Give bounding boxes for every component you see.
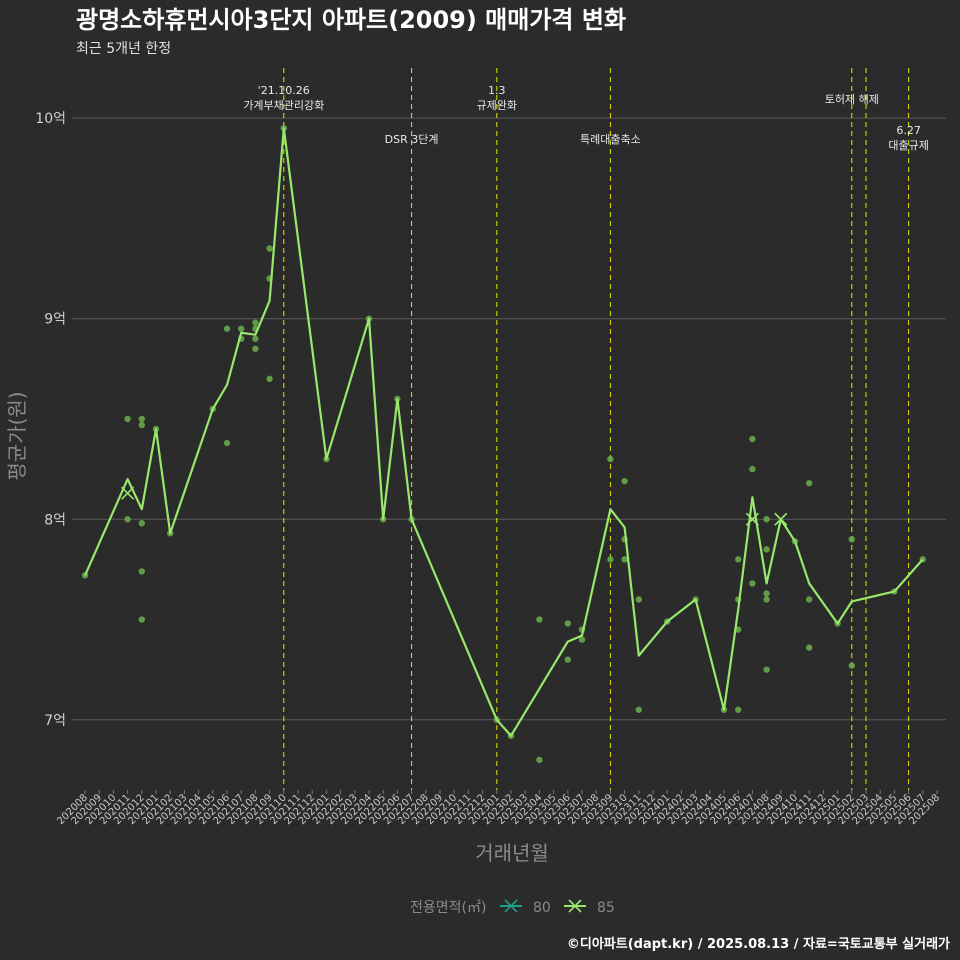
scatter-point <box>763 516 770 523</box>
scatter-point <box>138 616 145 623</box>
x-axis-ticks: 2020082020092020102020112020122021012021… <box>55 790 942 827</box>
y-axis-title: 평균가(원) <box>5 391 29 480</box>
y-tick-label: 9억 <box>44 312 66 328</box>
scatter-point <box>806 596 813 603</box>
cross-stroke <box>568 899 582 913</box>
scatter-point <box>735 556 742 563</box>
event-label: 6.27 <box>896 124 921 137</box>
scatter-point <box>607 556 614 563</box>
scatter-point <box>607 455 614 463</box>
scatter-point <box>138 568 145 575</box>
series-80-marker <box>745 512 759 526</box>
scatter-point <box>578 636 586 643</box>
scatter-point <box>124 415 131 423</box>
legend: 전용면적(㎡) 80 85 <box>410 899 615 916</box>
scatter-point <box>223 439 231 447</box>
scatter-point <box>138 415 145 423</box>
event-label: 가계부채관리강화 <box>243 99 324 112</box>
grid-lines <box>72 117 946 721</box>
scatter-point <box>806 644 813 651</box>
scatter-point <box>266 375 273 383</box>
y-axis-ticks: 7억 8억 9억 10억 <box>35 111 66 729</box>
scatter-point <box>735 706 742 713</box>
cross-stroke <box>774 512 788 526</box>
cross-stroke <box>745 512 759 526</box>
scatter-point <box>252 319 259 326</box>
event-label: 특례대출축소 <box>580 133 641 146</box>
scatter-point <box>749 465 756 473</box>
scatter-point <box>536 756 543 764</box>
scatter-point <box>252 345 259 352</box>
scatter-point <box>749 580 756 587</box>
scatter-point <box>266 245 273 252</box>
scatter-point <box>763 590 770 597</box>
event-label: 대출규제 <box>888 139 928 152</box>
x-axis-title: 거래년월 <box>475 841 549 865</box>
event-label: DSR 3단계 <box>385 133 439 146</box>
source-caption: ©디아파트(dapt.kr) / 2025.08.13 / 자료=국토교통부 실… <box>567 936 950 952</box>
scatter-points <box>81 124 926 764</box>
y-tick-label: 7억 <box>44 713 66 729</box>
cross-stroke <box>504 899 518 913</box>
legend-key-marker <box>504 899 518 913</box>
scatter-point <box>848 536 855 543</box>
chart-subtitle: 최근 5개년 한정 <box>76 41 171 57</box>
scatter-point <box>223 325 231 332</box>
scatter-point <box>763 546 770 553</box>
scatter-point <box>138 421 145 429</box>
scatter-point <box>138 520 145 527</box>
scatter-point <box>536 616 543 623</box>
legend-key-marker <box>568 899 582 913</box>
scatter-point <box>564 620 571 627</box>
event-label: 1.3 <box>488 84 506 97</box>
scatter-point <box>564 656 571 663</box>
legend-title: 전용면적(㎡) <box>410 900 486 916</box>
series-80-marker <box>121 486 135 500</box>
scatter-point <box>124 516 131 523</box>
scatter-point <box>749 435 756 443</box>
y-tick-label: 10억 <box>35 111 66 127</box>
scatter-point <box>252 335 259 342</box>
scatter-point <box>763 596 770 603</box>
chart-title: 광명소하휴먼시아3단지 아파트(2009) 매매가격 변화 <box>76 6 626 34</box>
scatter-point <box>763 666 770 673</box>
cross-stroke <box>121 486 135 500</box>
legend-label: 85 <box>597 900 615 916</box>
scatter-point <box>621 477 628 485</box>
scatter-point <box>621 556 628 563</box>
series-80-marker <box>774 512 788 526</box>
series-85-line <box>83 127 924 737</box>
event-label: 토허제 해제 <box>825 92 879 106</box>
legend-label: 80 <box>533 900 551 916</box>
event-label: 규제완화 <box>477 99 517 112</box>
scatter-point <box>806 479 813 487</box>
scatter-point <box>848 662 855 669</box>
scatter-point <box>635 596 642 603</box>
scatter-point <box>635 706 642 713</box>
scatter-point <box>238 325 245 332</box>
y-tick-label: 8억 <box>44 512 66 528</box>
series-lines <box>83 127 924 737</box>
event-label: '21.10.26 <box>258 84 310 97</box>
